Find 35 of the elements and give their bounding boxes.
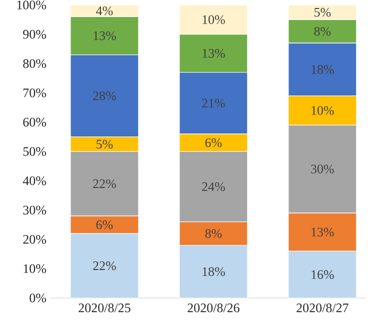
- y-tick-label: 10%: [24, 264, 46, 274]
- y-tick-label: 100%: [17, 0, 46, 10]
- data-label: 4%: [96, 6, 113, 16]
- y-tick-label: 60%: [23, 118, 46, 127]
- data-label: 24%: [202, 182, 225, 192]
- data-label: 18%: [312, 65, 334, 74]
- data-label: 8%: [314, 26, 331, 36]
- data-label: 18%: [202, 267, 225, 276]
- x-tick-label: 2020/8/27: [296, 304, 348, 312]
- y-tick-label: 40%: [22, 176, 46, 186]
- data-label: 22%: [93, 261, 116, 270]
- y-tick-label: 80%: [23, 59, 46, 68]
- data-label: 6%: [205, 138, 222, 148]
- data-label: 6%: [96, 220, 113, 230]
- data-label: 30%: [311, 164, 334, 174]
- x-tick-label: 2020/8/26: [188, 304, 240, 312]
- y-tick-label: 90%: [23, 30, 46, 39]
- data-label: 16%: [312, 270, 334, 279]
- y-tick-label: 70%: [24, 88, 46, 98]
- data-label: 5%: [314, 8, 331, 17]
- y-tick-label: 30%: [23, 206, 46, 215]
- data-label: 8%: [205, 229, 222, 238]
- data-label: 28%: [93, 91, 116, 100]
- data-label: 13%: [94, 31, 116, 40]
- data-label: 10%: [312, 106, 334, 115]
- data-label: 10%: [202, 15, 225, 24]
- data-label: 13%: [312, 228, 334, 236]
- y-tick-label: 0%: [30, 294, 46, 302]
- y-tick-label: 20%: [23, 234, 46, 244]
- y-tick-label: 50%: [23, 147, 46, 156]
- data-label: 22%: [93, 179, 116, 188]
- data-label: 21%: [202, 98, 225, 108]
- data-label: 5%: [96, 140, 113, 149]
- data-label: 13%: [202, 48, 225, 58]
- x-tick-label: 2020/8/25: [78, 304, 130, 312]
